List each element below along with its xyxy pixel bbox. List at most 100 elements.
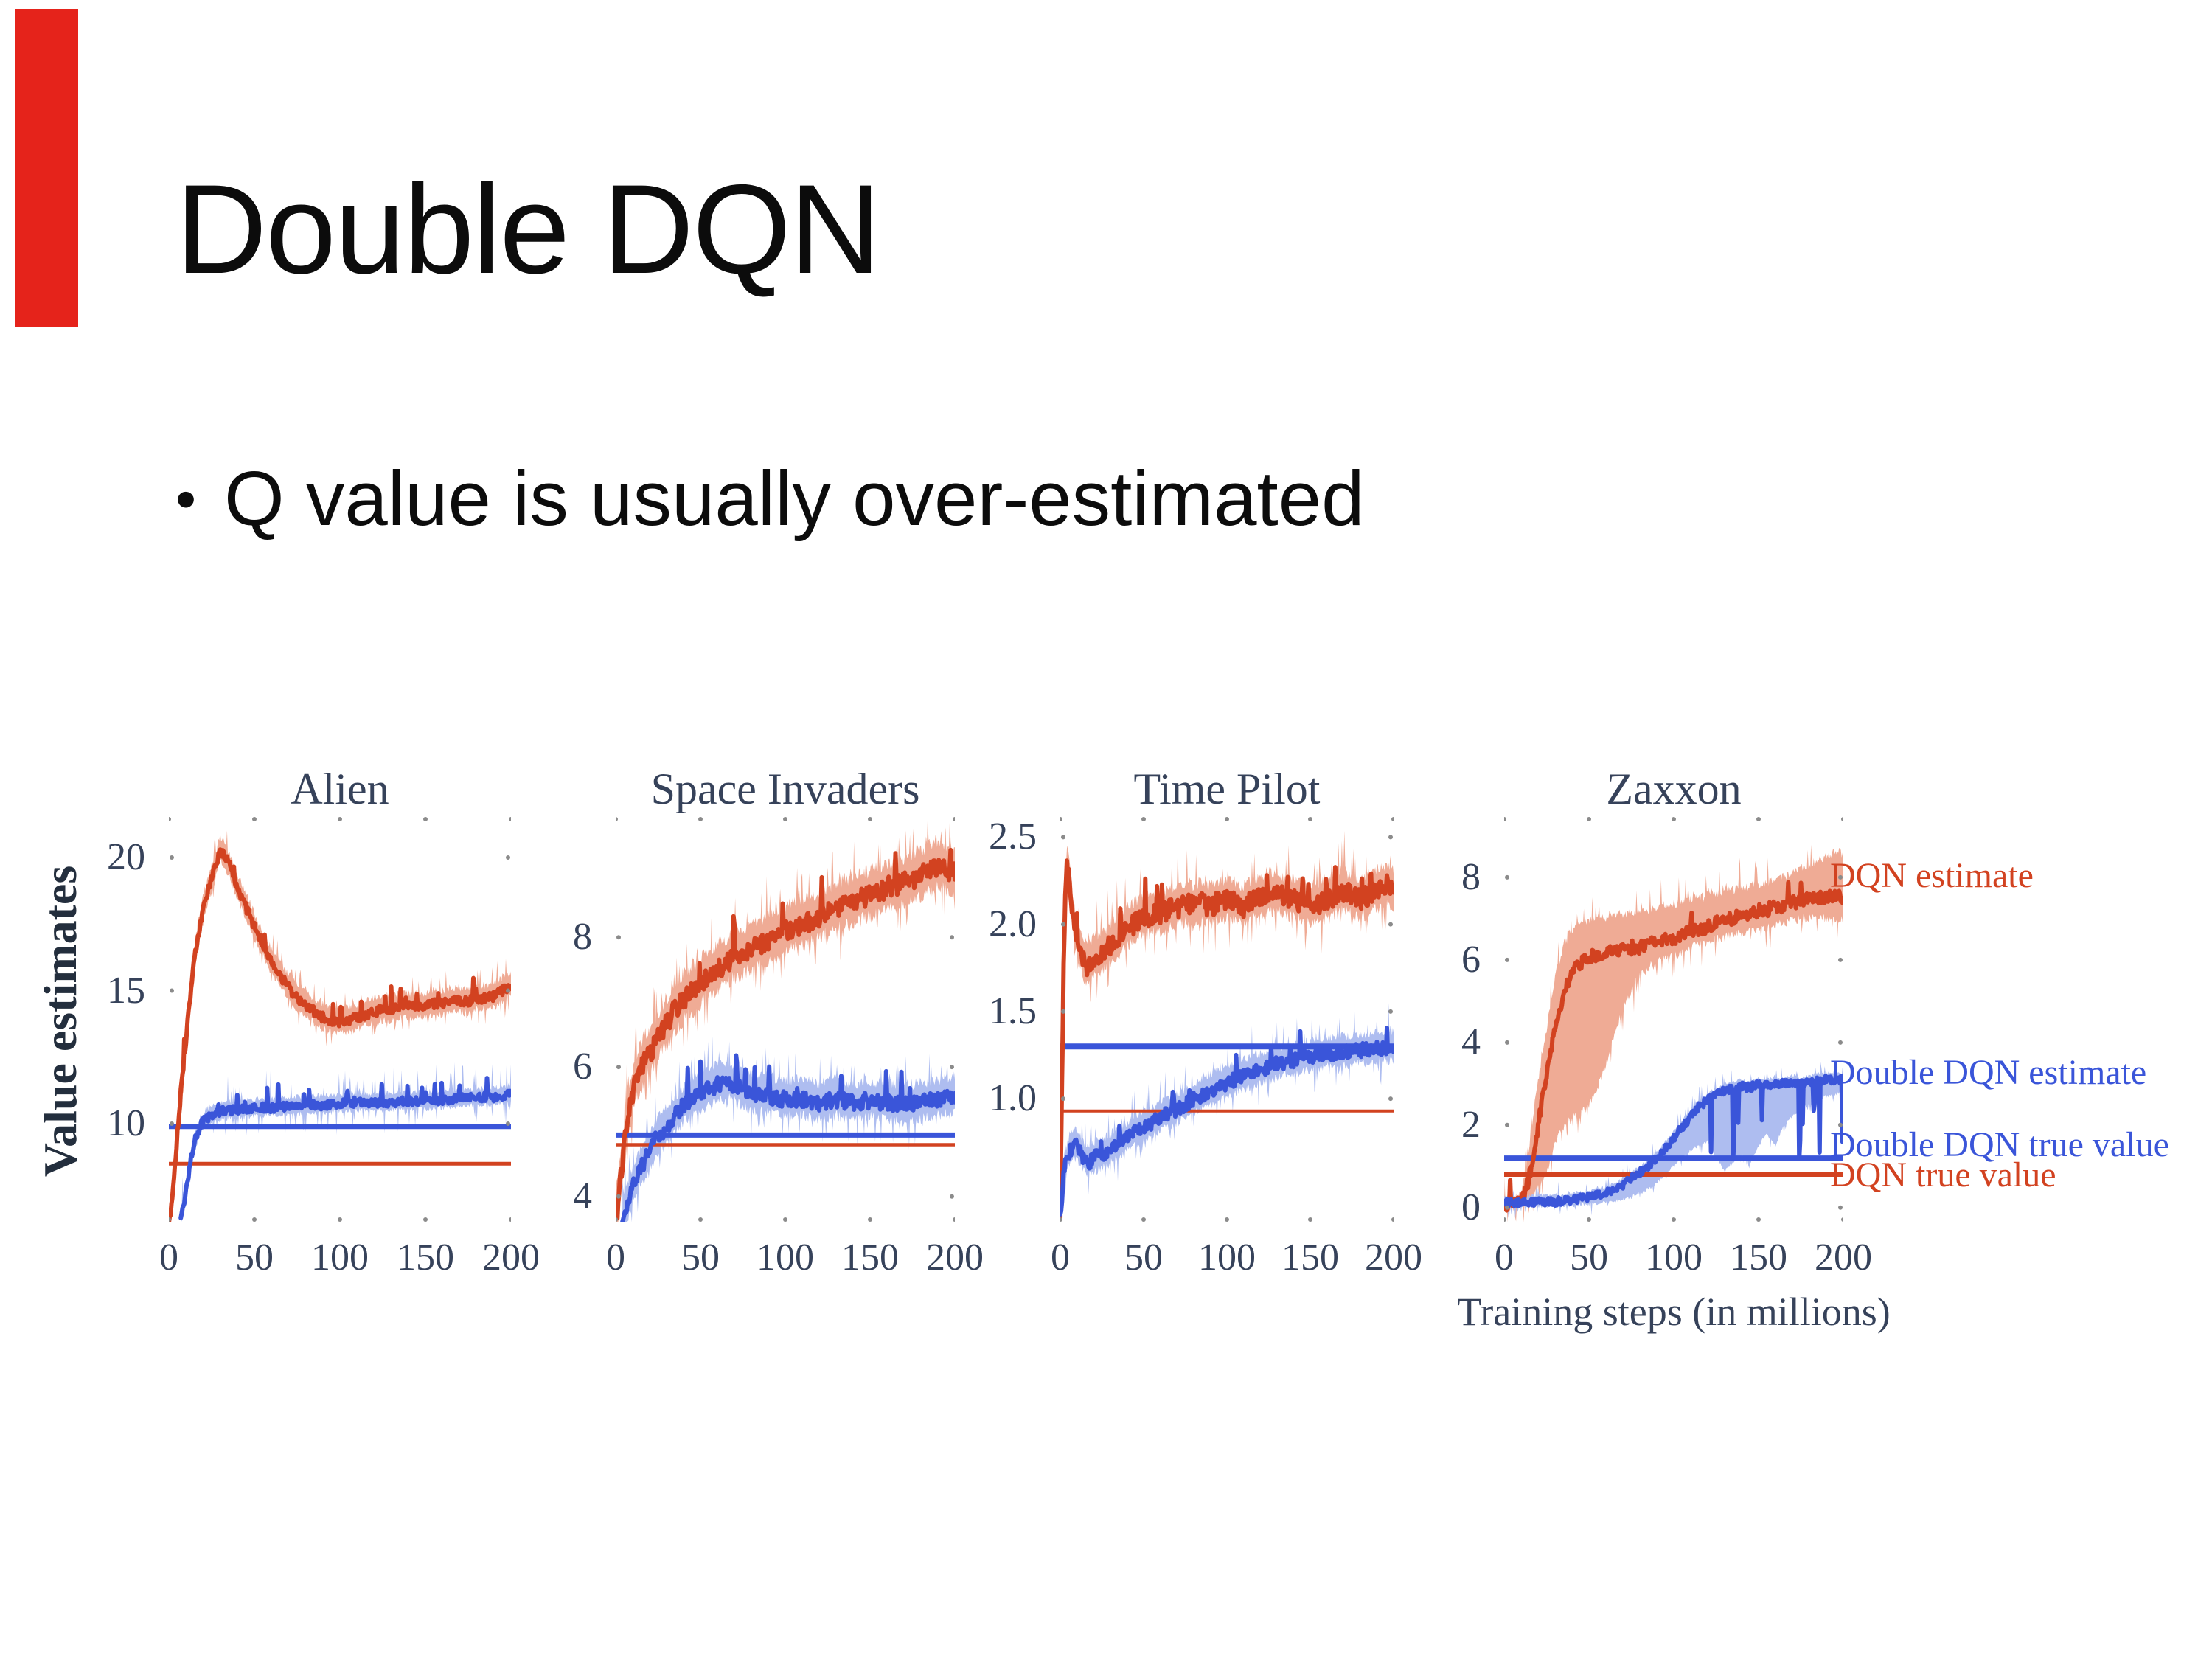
y-tick-label: 8 xyxy=(573,916,592,959)
line-dqn-estimate xyxy=(616,847,955,1221)
tick-dot xyxy=(509,1217,511,1222)
tick-dot xyxy=(698,817,703,821)
y-tick-label: 4 xyxy=(1461,1020,1481,1063)
tick-dot xyxy=(616,935,621,940)
x-tick-label: 100 xyxy=(311,1237,369,1279)
bullet-text: Q value is usually over-estimated xyxy=(224,456,1365,542)
x-tick-label: 50 xyxy=(235,1237,274,1279)
line-double-dqn-estimate xyxy=(1504,1073,1843,1209)
tick-dot xyxy=(1587,817,1591,821)
line-double-dqn-estimate xyxy=(178,1076,511,1220)
tick-dot xyxy=(1061,1009,1065,1014)
bullet-item: • Q value is usually over-estimated xyxy=(175,451,1365,547)
tick-dot xyxy=(169,1217,171,1222)
x-tick-label: 0 xyxy=(1051,1237,1070,1279)
tick-dot xyxy=(338,817,342,821)
tick-dot xyxy=(1505,1040,1509,1045)
tick-dot xyxy=(252,817,257,821)
band-dqn-estimate xyxy=(616,816,955,1222)
tick-dot xyxy=(1391,817,1394,821)
tick-dot xyxy=(1672,817,1676,821)
band-double-dqn-estimate xyxy=(622,1036,955,1222)
tick-dot xyxy=(1060,817,1062,821)
y-tick-label: 20 xyxy=(107,835,145,878)
band-dqn-estimate xyxy=(1060,830,1394,1222)
x-tick-label: 100 xyxy=(1645,1237,1703,1279)
y-tick-label: 0 xyxy=(1461,1186,1481,1228)
accent-bar xyxy=(15,9,78,327)
tick-dot xyxy=(868,817,872,821)
slide-title: Double DQN xyxy=(175,159,881,300)
x-tick-label: 100 xyxy=(1198,1237,1256,1279)
x-tick-label: 150 xyxy=(397,1237,454,1279)
x-tick-label: 150 xyxy=(1730,1237,1787,1279)
y-tick-label: 6 xyxy=(1461,938,1481,981)
legend-dqn-estimate: DQN estimate xyxy=(1830,856,2034,895)
tick-dot xyxy=(1587,1217,1591,1222)
tick-dot xyxy=(950,1194,954,1199)
legend-double-dqn-estimate: Double DQN estimate xyxy=(1830,1053,2147,1092)
tick-dot xyxy=(1225,1217,1229,1222)
line-double-dqn-estimate xyxy=(1060,1026,1394,1217)
y-tick-label: 6 xyxy=(573,1046,592,1088)
y-tick-label: 4 xyxy=(573,1175,592,1217)
tick-dot xyxy=(950,1065,954,1070)
chart-title: Space Invaders xyxy=(650,765,920,813)
tick-dot xyxy=(1505,1205,1509,1210)
y-tick-label: 1.0 xyxy=(989,1077,1037,1120)
tick-dot xyxy=(1391,1217,1394,1222)
tick-dot xyxy=(1308,1217,1312,1222)
tick-dot xyxy=(1838,1205,1843,1210)
legend-double-dqn-true-value: Double DQN true value xyxy=(1830,1125,2169,1164)
tick-dot xyxy=(1505,874,1509,880)
y-tick-label: 8 xyxy=(1461,855,1481,898)
x-tick-label: 0 xyxy=(159,1237,178,1279)
y-tick-label: 2.0 xyxy=(989,902,1037,945)
tick-dot xyxy=(338,1217,342,1222)
tick-dot xyxy=(698,1217,703,1222)
tick-dot xyxy=(170,988,174,993)
tick-dot xyxy=(1841,1217,1843,1222)
tick-dot xyxy=(1838,1122,1843,1127)
tick-dot xyxy=(170,1121,174,1126)
tick-dot xyxy=(1504,1217,1506,1222)
tick-dot xyxy=(1838,874,1843,880)
tick-dot xyxy=(1308,817,1312,821)
chart-title: Zaxxon xyxy=(1606,765,1742,813)
y-tick-label: 1.5 xyxy=(989,990,1037,1032)
tick-dot xyxy=(1672,1217,1676,1222)
x-tick-label: 100 xyxy=(757,1237,814,1279)
tick-dot xyxy=(506,988,510,993)
tick-dot xyxy=(1141,817,1146,821)
tick-dot xyxy=(1841,817,1843,821)
tick-dot xyxy=(868,1217,872,1222)
tick-dot xyxy=(1388,922,1393,927)
tick-dot xyxy=(1504,817,1506,821)
tick-dot xyxy=(509,817,511,821)
tick-dot xyxy=(953,817,955,821)
line-dqn-estimate xyxy=(169,847,511,1222)
tick-dot xyxy=(783,817,787,821)
tick-dot xyxy=(1061,835,1065,840)
tick-dot xyxy=(506,855,510,860)
tick-dot xyxy=(170,855,174,860)
x-tick-label: 200 xyxy=(926,1237,984,1279)
tick-dot xyxy=(1061,922,1065,927)
tick-dot xyxy=(1505,1122,1509,1127)
line-double-dqn-estimate xyxy=(620,1053,955,1222)
chart-title: Time Pilot xyxy=(1133,765,1321,813)
tick-dot xyxy=(616,1194,621,1199)
line-dqn-estimate xyxy=(1504,880,1843,1213)
tick-dot xyxy=(1838,957,1843,962)
band-dqn-estimate xyxy=(1504,844,1843,1222)
tick-dot xyxy=(169,817,171,821)
y-tick-label: 15 xyxy=(107,969,145,1012)
tick-dot xyxy=(506,1121,510,1126)
plot-space-invaders xyxy=(616,816,955,1222)
y-tick-label: 10 xyxy=(107,1102,145,1145)
x-tick-label: 150 xyxy=(841,1237,899,1279)
tick-dot xyxy=(616,1065,621,1070)
tick-dot xyxy=(423,1217,428,1222)
tick-dot xyxy=(1388,1096,1393,1102)
